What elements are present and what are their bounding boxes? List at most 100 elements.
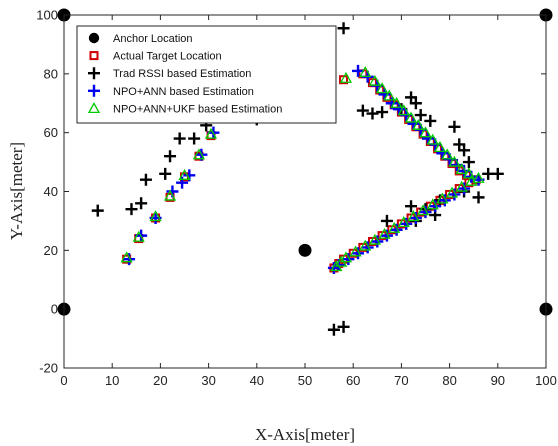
trad-rssi-point	[462, 156, 475, 169]
trad-rssi-point	[366, 107, 379, 120]
x-tick-label: 30	[201, 373, 215, 388]
npo-ann-point	[458, 182, 471, 195]
npo-ann-ukf-point	[472, 171, 485, 183]
legend-marker	[88, 84, 100, 97]
x-tick-label: 100	[535, 373, 557, 388]
npo-ann-point	[352, 247, 365, 260]
npo-ann-ukf-point	[426, 198, 439, 210]
trad-rssi-point	[424, 114, 437, 127]
legend-marker	[89, 51, 99, 61]
trad-rssi-point	[409, 97, 422, 110]
plot-frame	[63, 14, 547, 369]
trad-rssi-point	[173, 132, 186, 145]
npo-ann-point	[327, 261, 340, 274]
trad-rssi-point	[125, 203, 138, 216]
npo-ann-point	[429, 200, 442, 213]
npo-ann-point	[448, 188, 461, 201]
y-tick-label: 20	[44, 243, 58, 258]
npo-ann-ukf-point	[349, 245, 362, 257]
npo-ann-point	[400, 217, 413, 230]
legend-label: Anchor Location	[113, 33, 193, 45]
trad-rssi-point	[414, 109, 427, 122]
npo-ann-ukf-point	[407, 210, 420, 222]
npo-ann-ukf-point	[383, 89, 396, 101]
npo-ann-ukf-point	[192, 148, 206, 160]
npo-ann-ukf-point	[426, 133, 439, 145]
legend-label: Trad RSSI based Estimation	[113, 68, 251, 80]
npo-ann-ukf-point	[455, 180, 468, 192]
npo-ann-point	[371, 235, 384, 248]
npo-ann-ukf-point	[335, 255, 348, 267]
npo-ann-ukf-point	[445, 186, 459, 198]
npo-ann-point	[342, 253, 355, 266]
npo-ann-ukf-point	[397, 216, 410, 228]
npo-ann-ukf-point	[204, 127, 218, 139]
trad-rssi-point	[159, 167, 172, 180]
trad-rssi-point	[405, 200, 418, 213]
y-axis-title: Y-Axis[meter]	[7, 142, 26, 240]
npo-ann-ukf-point	[448, 155, 461, 167]
trad-rssi-point	[135, 197, 148, 210]
npo-ann-ukf-point	[412, 118, 425, 130]
npo-ann-point	[409, 211, 422, 224]
npo-ann-ukf-point	[378, 227, 391, 239]
npo-ann-ukf-point	[359, 239, 372, 251]
npo-ann-ukf-point	[178, 168, 191, 180]
trad-rssi-point	[491, 167, 504, 180]
trad-rssi-point	[380, 214, 393, 227]
trad-rssi-point	[376, 106, 389, 119]
npo-ann-ukf-point	[339, 251, 353, 263]
trad-rssi-point	[448, 120, 461, 133]
trad-rssi-point	[188, 132, 201, 145]
npo-ann-ukf-point	[339, 71, 353, 83]
x-tick-label: 50	[298, 373, 312, 388]
y-tick-label: -20	[39, 361, 58, 376]
npo-ann-ukf-point	[149, 210, 162, 222]
npo-ann-ukf-point	[441, 148, 454, 160]
legend-marker	[88, 32, 100, 44]
x-tick-label: 20	[153, 373, 167, 388]
trad-rssi-point	[139, 173, 152, 186]
npo-ann-ukf-point	[388, 221, 401, 233]
x-tick-label: 60	[346, 373, 360, 388]
trad-rssi-point	[327, 323, 340, 336]
x-tick-label: 10	[105, 373, 119, 388]
npo-ann-ukf-point	[163, 189, 177, 201]
trad-rssi-point	[472, 191, 485, 204]
actual-target-point	[339, 75, 349, 85]
legend-label: NPO+ANN+UKF based Estimation	[113, 103, 282, 115]
x-tick-label: 0	[60, 373, 67, 388]
npo-ann-ukf-point	[436, 192, 449, 204]
trad-rssi-point	[458, 144, 471, 157]
npo-ann-ukf-point	[359, 66, 372, 78]
npo-ann-ukf-point	[416, 204, 430, 216]
legend-marker	[88, 67, 100, 80]
x-tick-label: 90	[491, 373, 505, 388]
npo-ann-ukf-point	[390, 96, 403, 108]
x-tick-label: 70	[394, 373, 408, 388]
legend-label: NPO+ANN based Estimation	[113, 86, 254, 98]
npo-ann-ukf-point	[132, 230, 145, 242]
npo-ann-ukf-point	[376, 82, 389, 94]
legend-box	[76, 25, 337, 124]
trad-rssi-point	[337, 320, 350, 333]
y-tick-label: 40	[44, 184, 58, 199]
npo-ann-ukf-point	[419, 126, 432, 138]
npo-ann-point	[390, 223, 403, 236]
npo-ann-ukf-point	[330, 260, 343, 272]
trad-rssi-point	[164, 150, 177, 163]
x-tick-label: 80	[442, 373, 456, 388]
anchor-point	[298, 243, 312, 257]
npo-ann-point	[352, 64, 365, 77]
npo-ann-ukf-point	[455, 163, 468, 175]
npo-ann-point	[123, 253, 136, 266]
npo-ann-ukf-point	[368, 233, 381, 245]
y-tick-label: 60	[44, 125, 58, 140]
legend-marker	[87, 102, 101, 114]
y-tick-label: 0	[51, 302, 58, 317]
npo-ann-point	[380, 229, 393, 242]
npo-ann-ukf-point	[462, 167, 475, 179]
npo-ann-point	[361, 241, 374, 254]
